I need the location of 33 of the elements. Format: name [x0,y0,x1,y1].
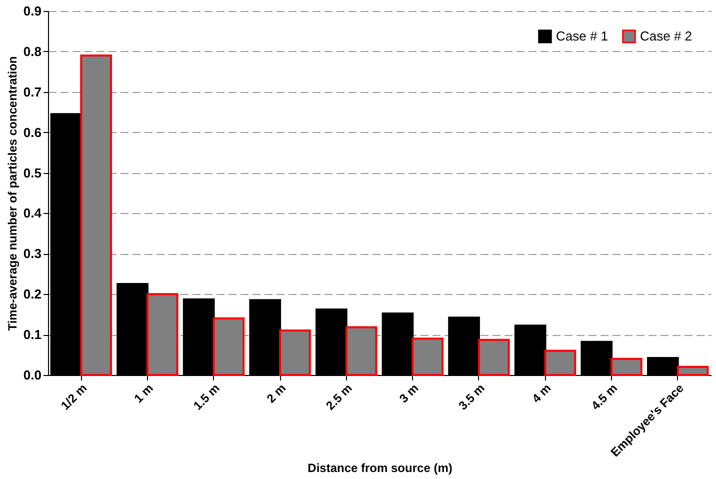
x-tick-label: 1 m [131,381,156,406]
y-tick-label: 0.9 [23,4,42,18]
legend-label: Case # 1 [556,28,608,44]
legend-label: Case # 2 [640,28,692,44]
y-tick-label: 0.6 [23,124,42,140]
x-tick-label: 4 m [529,381,554,406]
x-tick-label: 1/2 m [58,381,90,413]
bar [478,338,510,376]
y-tick-label: 0.0 [23,368,42,382]
y-tick-label: 0.8 [23,44,42,59]
bar [676,366,709,376]
bar [279,330,311,376]
x-tick-label: 4.5 m [588,381,620,413]
x-axis-title: Distance from source (m) [308,460,452,475]
y-tick-label: 0.5 [23,165,42,180]
bar [610,358,642,376]
bar [80,54,112,376]
y-tick-label: 0.4 [23,206,42,221]
y-tick-label: 0.2 [23,286,42,302]
y-tick-label: 0.3 [23,246,42,262]
x-tick-label: 2.5 m [323,381,355,413]
x-tick-label: 3 m [396,381,422,406]
y-tick-label: 0.1 [23,327,42,342]
bar [146,293,178,376]
x-tick-label: 1.5 m [190,381,222,413]
bar [544,350,576,376]
bar [345,326,378,376]
x-tick-label: 3.5 m [456,381,488,413]
x-tick-label: 2 m [264,381,289,406]
y-tick-label: 0.7 [23,84,42,100]
y-axis-title: Time-average number of particles concentration [5,56,20,331]
bar [412,338,444,376]
bar [212,317,245,376]
